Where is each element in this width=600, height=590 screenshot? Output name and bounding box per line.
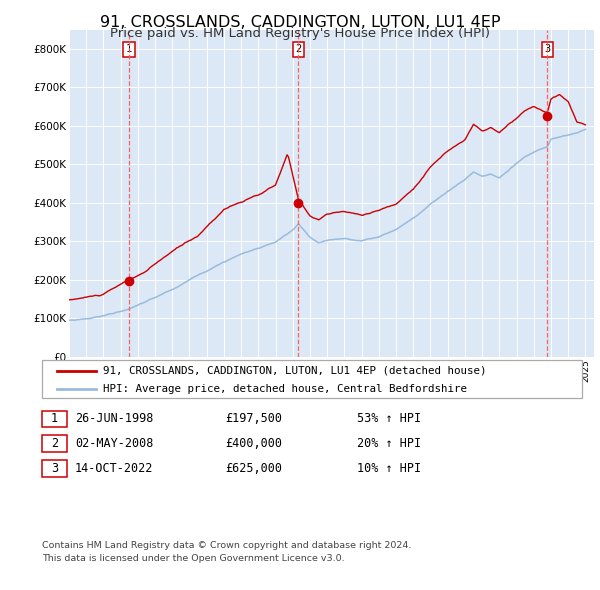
Text: This data is licensed under the Open Government Licence v3.0.: This data is licensed under the Open Gov… xyxy=(42,555,344,563)
Text: Contains HM Land Registry data © Crown copyright and database right 2024.: Contains HM Land Registry data © Crown c… xyxy=(42,541,412,550)
Text: 91, CROSSLANDS, CADDINGTON, LUTON, LU1 4EP (detached house): 91, CROSSLANDS, CADDINGTON, LUTON, LU1 4… xyxy=(103,366,487,376)
Text: 02-MAY-2008: 02-MAY-2008 xyxy=(75,437,154,450)
Text: 91, CROSSLANDS, CADDINGTON, LUTON, LU1 4EP: 91, CROSSLANDS, CADDINGTON, LUTON, LU1 4… xyxy=(100,15,500,30)
Text: 3: 3 xyxy=(544,44,550,54)
Text: 26-JUN-1998: 26-JUN-1998 xyxy=(75,412,154,425)
Text: 2: 2 xyxy=(295,44,302,54)
Text: 53% ↑ HPI: 53% ↑ HPI xyxy=(357,412,421,425)
Text: £197,500: £197,500 xyxy=(225,412,282,425)
Text: 2: 2 xyxy=(51,437,58,450)
Text: 20% ↑ HPI: 20% ↑ HPI xyxy=(357,437,421,450)
Text: HPI: Average price, detached house, Central Bedfordshire: HPI: Average price, detached house, Cent… xyxy=(103,384,467,394)
Text: Price paid vs. HM Land Registry's House Price Index (HPI): Price paid vs. HM Land Registry's House … xyxy=(110,27,490,40)
Text: 1: 1 xyxy=(51,412,58,425)
Text: 10% ↑ HPI: 10% ↑ HPI xyxy=(357,462,421,475)
Text: 14-OCT-2022: 14-OCT-2022 xyxy=(75,462,154,475)
Text: £625,000: £625,000 xyxy=(225,462,282,475)
Text: 1: 1 xyxy=(126,44,132,54)
Text: 3: 3 xyxy=(51,462,58,475)
Text: £400,000: £400,000 xyxy=(225,437,282,450)
